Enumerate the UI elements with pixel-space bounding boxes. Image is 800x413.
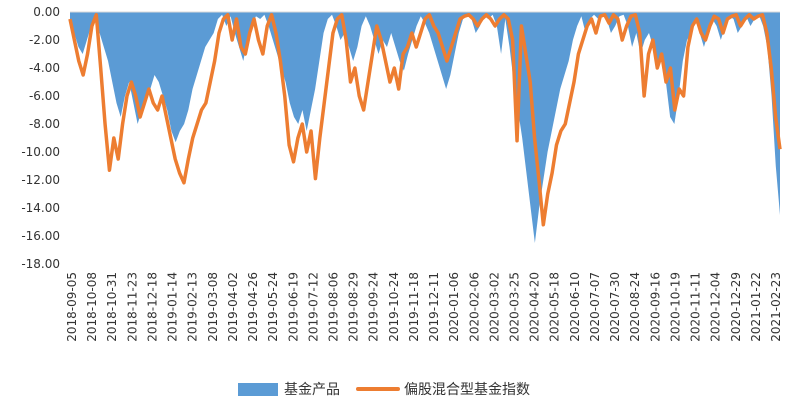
x-tick-label: 2021-02-23	[769, 272, 783, 342]
x-tick-label: 2019-05-24	[266, 272, 280, 342]
x-tick-label: 2019-01-14	[166, 272, 180, 342]
x-tick-label: 2020-12-29	[729, 272, 743, 342]
y-tick-label: -2.00	[29, 33, 60, 47]
y-tick-label: -10.00	[21, 145, 60, 159]
x-tick-label: 2019-04-26	[246, 272, 260, 342]
y-tick-label: -4.00	[29, 61, 60, 75]
y-tick-label: -6.00	[29, 89, 60, 103]
x-tick-label: 2020-10-19	[668, 272, 682, 342]
x-tick-label: 2019-09-24	[367, 272, 381, 342]
x-tick-label: 2018-10-31	[105, 272, 119, 342]
x-tick-label: 2019-07-12	[306, 272, 320, 342]
y-tick-label: -18.00	[21, 257, 60, 271]
series-fund-area	[70, 12, 780, 243]
y-axis-labels: 0.00 -2.00 -4.00 -6.00 -8.00 -10.00 -12.00 -14.…	[21, 5, 60, 271]
x-tick-label: 2020-07-30	[608, 272, 622, 342]
y-tick-label: -12.00	[21, 173, 60, 187]
plot-area	[68, 11, 782, 243]
legend-swatch-fund	[238, 383, 278, 396]
x-tick-label: 2019-03-08	[206, 272, 220, 342]
x-tick-label: 2020-08-24	[628, 272, 642, 342]
series-index-line	[68, 13, 782, 227]
x-tick-label: 2019-08-29	[347, 272, 361, 342]
x-tick-label: 2020-03-02	[487, 272, 501, 342]
x-tick-label: 2019-08-06	[326, 272, 340, 342]
x-tick-label: 2018-09-05	[65, 272, 79, 342]
x-tick-label: 2020-05-18	[548, 272, 562, 342]
x-tick-label: 2019-11-18	[407, 272, 421, 342]
x-tick-label: 2020-04-20	[528, 272, 542, 342]
legend: 基金产品 偏股混合型基金指数	[238, 381, 530, 398]
x-tick-label: 2020-11-11	[689, 272, 703, 342]
x-tick-label: 2020-02-06	[467, 272, 481, 342]
x-tick-label: 2019-10-24	[387, 272, 401, 342]
x-tick-label: 2020-07-07	[588, 272, 602, 342]
y-tick-label: 0.00	[33, 5, 60, 19]
x-tick-label: 2020-01-06	[447, 272, 461, 342]
x-tick-label: 2019-06-19	[286, 272, 300, 342]
x-tick-label: 2018-11-23	[125, 272, 139, 342]
legend-label-fund: 基金产品	[284, 381, 340, 398]
y-tick-label: -16.00	[21, 229, 60, 243]
x-tick-label: 2020-12-04	[709, 272, 723, 342]
x-tick-label: 2021-01-22	[749, 272, 763, 342]
x-tick-label: 2019-04-02	[226, 272, 240, 342]
y-tick-label: -14.00	[21, 201, 60, 215]
x-tick-label: 2018-10-08	[85, 272, 99, 342]
x-axis-labels: 2018-09-05 2018-10-08 2018-10-31 2018-11-23…	[65, 272, 783, 342]
x-tick-label: 2019-02-13	[186, 272, 200, 342]
x-tick-label: 2019-12-11	[427, 272, 441, 342]
x-tick-label: 2018-12-18	[145, 272, 159, 342]
y-tick-label: -8.00	[29, 117, 60, 131]
x-tick-label: 2020-06-10	[568, 272, 582, 342]
x-tick-label: 2020-03-25	[508, 272, 522, 342]
legend-label-index: 偏股混合型基金指数	[404, 381, 530, 398]
x-tick-label: 2020-09-16	[648, 272, 662, 342]
